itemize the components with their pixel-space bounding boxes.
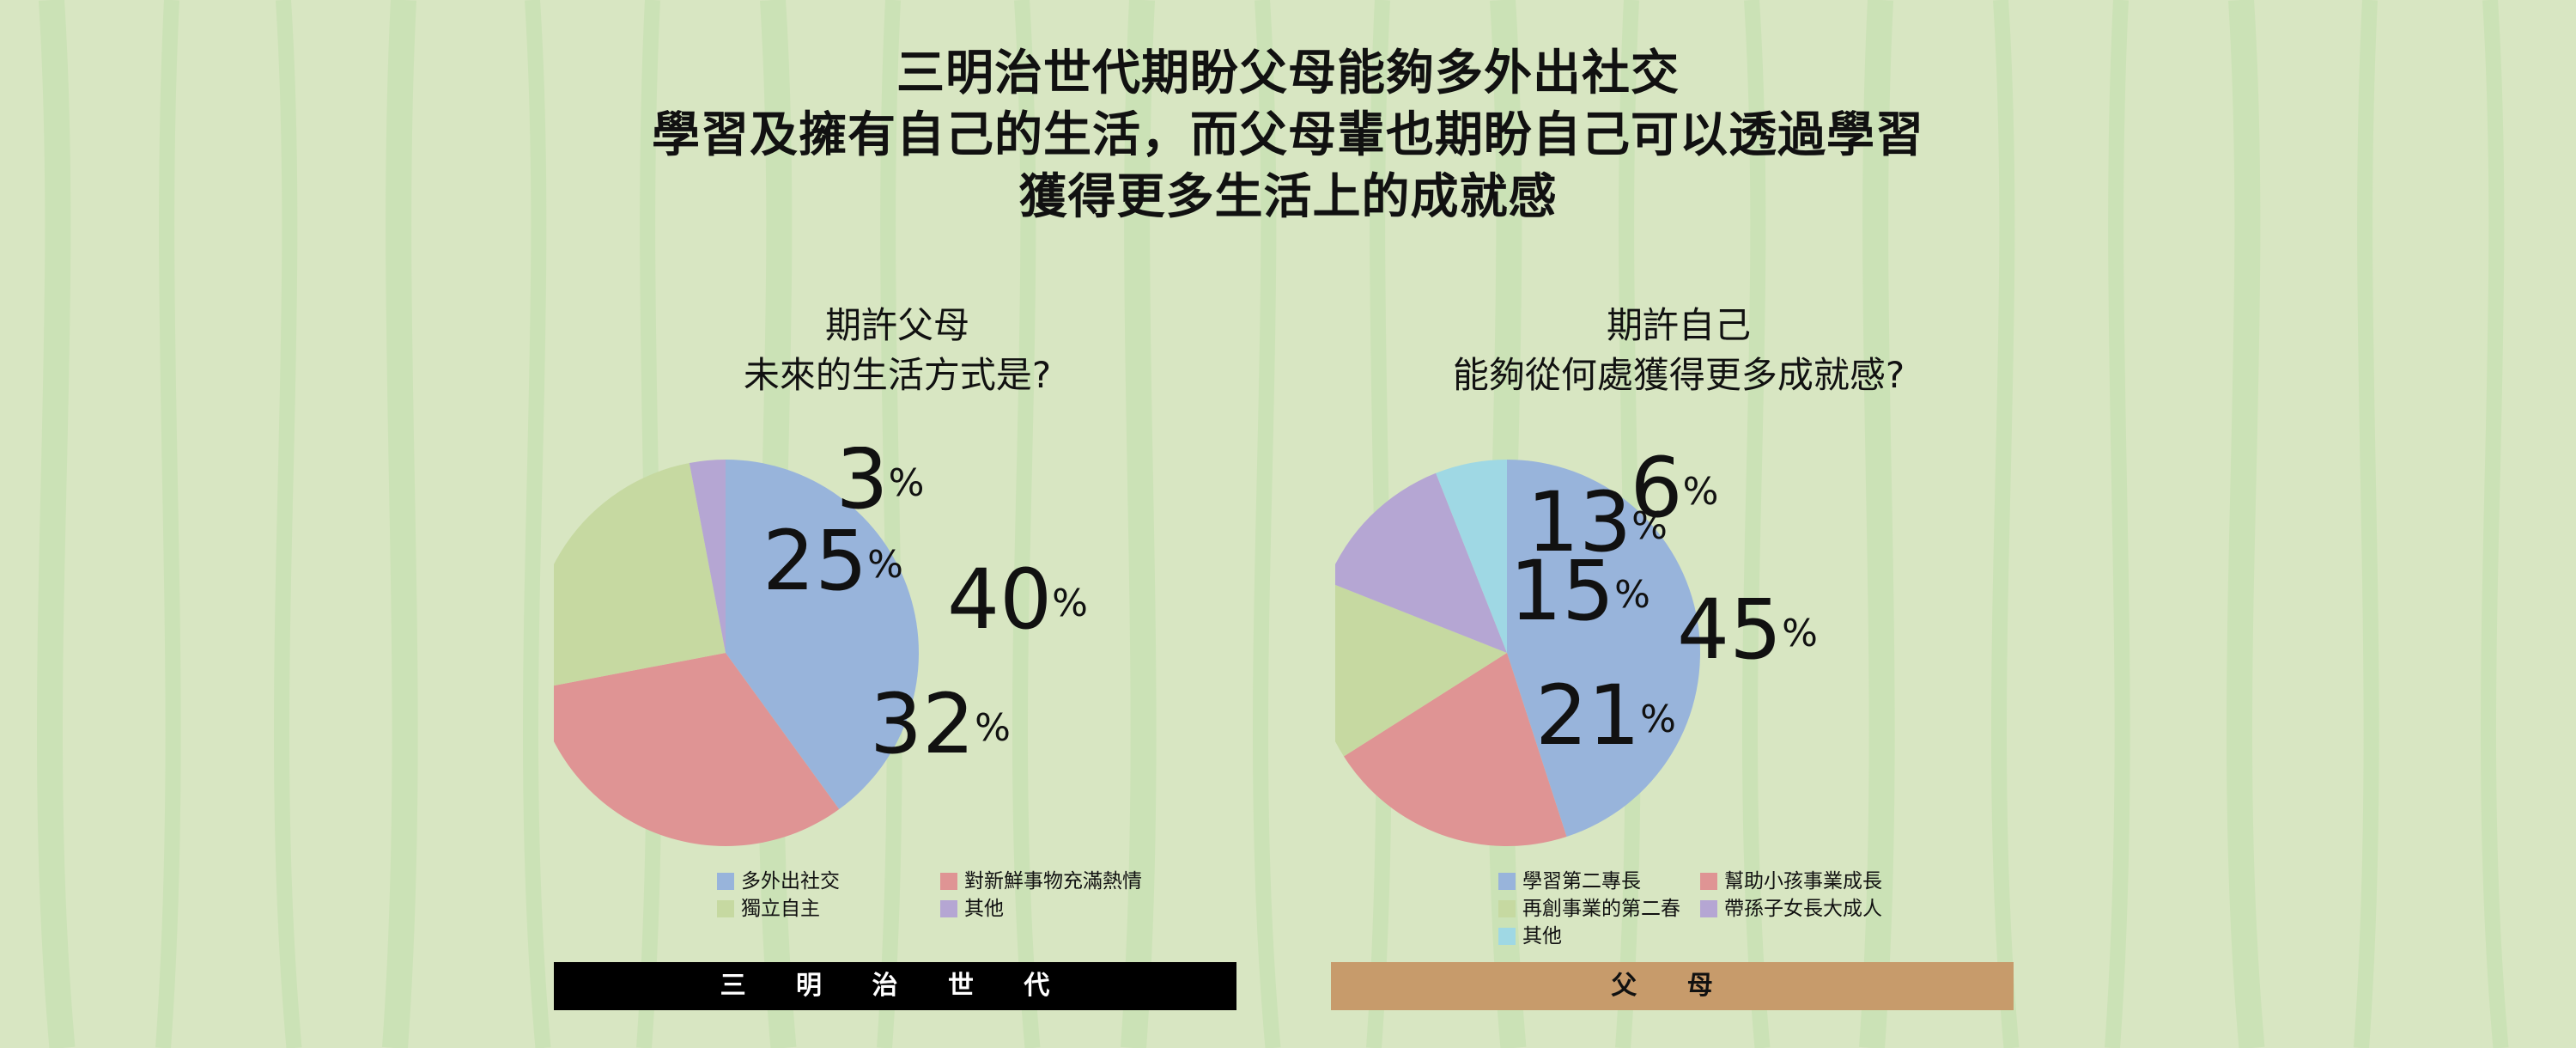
pie-slice [1335, 584, 1507, 757]
legend-swatch [940, 873, 957, 890]
pie-data-label: 3% [836, 447, 925, 527]
chart-title: 期許父母 未來的生活方式是? [554, 301, 1241, 400]
background-stripe [382, 0, 418, 1048]
legend-swatch [940, 900, 957, 917]
background-stripe [1012, 0, 1041, 1048]
legend-label: 獨立自主 [741, 898, 820, 920]
background-stripe [2226, 0, 2265, 1048]
pie-data-label: 25% [762, 513, 903, 609]
pie-chart: 45%21% 15%13%6% [1335, 447, 1818, 846]
chart-title: 期許自己 能夠從何處獲得更多成就感? [1335, 301, 2022, 400]
pie-data-label: 45% [1677, 582, 1818, 678]
chart-legend: 多外出社交 對新鮮事物充滿熱情獨立自主 其他 [717, 868, 1163, 923]
background-stripe [1121, 0, 1157, 1048]
pie-slice [1335, 472, 1507, 653]
legend-item: 再創事業的第二春 [1498, 895, 1700, 923]
generation-label-bar: 父 母 [1331, 962, 2014, 1010]
legend-swatch [717, 873, 734, 890]
generation-label-bar: 三 明 治 世 代 [554, 962, 1236, 1010]
legend-label: 多外出社交 [741, 870, 840, 893]
legend-label: 學習第二專長 [1522, 870, 1641, 893]
chart-title-line-2: 能夠從何處獲得更多成就感? [1452, 354, 1905, 396]
legend-item: 多外出社交 [717, 868, 940, 895]
chart-panel-sandwich-generation: 期許父母 未來的生活方式是? 40% 32% 25% 3% 多外出社交 對新鮮事物充滿熱… [554, 301, 1241, 1014]
pie-slice [554, 462, 726, 686]
legend-swatch [1700, 873, 1717, 890]
background-stripe [2480, 0, 2509, 1048]
pie-slice [726, 460, 919, 810]
chart-legend: 學習第二專長 幫助小孩事業成長再創事業的第二春 帶孫子女長大成人其他 [1498, 868, 1945, 950]
pie-data-label: 32% [870, 676, 1011, 772]
legend-item: 幫助小孩事業成長 [1700, 868, 1906, 895]
legend-label: 對新鮮事物充滿熱情 [964, 870, 1142, 893]
legend-item: 其他 [940, 895, 1163, 923]
title-line-3: 獲得更多生活上的成就感 [1018, 169, 1558, 225]
pie-data-label: 21% [1535, 667, 1676, 764]
background-stripe [1990, 0, 2020, 1048]
main-title: 三明治世代期盼父母能夠多外出社交 學習及擁有自己的生活，而父母輩也期盼自己可以透… [0, 43, 2576, 228]
pie-slice [1436, 460, 1507, 653]
legend-swatch [717, 900, 734, 917]
background-stripe [2354, 0, 2379, 1048]
legend-label: 帶孫子女長大成人 [1724, 898, 1882, 920]
background-stripe [1859, 0, 1895, 1048]
chart-title-line-2: 未來的生活方式是? [743, 354, 1052, 396]
legend-item: 獨立自主 [717, 895, 940, 923]
pie-data-label: 15% [1510, 543, 1650, 639]
chart-title-line-1: 期許自己 [1606, 304, 1751, 346]
chart-title-line-1: 期許父母 [824, 304, 969, 346]
background-stripe [155, 0, 181, 1048]
background-stripe [522, 0, 551, 1048]
legend-item: 帶孫子女長大成人 [1700, 895, 1906, 923]
pie-slice [1507, 460, 1700, 837]
legend-label: 其他 [1522, 925, 1562, 947]
background-stripe [2105, 0, 2130, 1048]
legend-item: 其他 [1498, 923, 1700, 950]
background-stripe [273, 0, 302, 1048]
legend-swatch [1498, 900, 1516, 917]
legend-item: 對新鮮事物充滿熱情 [940, 868, 1163, 895]
chart-panel-parents: 期許自己 能夠從何處獲得更多成就感? 45% 21% 15% 13% 6% 學習第二專長… [1331, 301, 2022, 1014]
pie-data-label: 6% [1631, 447, 1719, 536]
pie-slice [689, 460, 726, 653]
pie-data-label: 40% [947, 551, 1088, 648]
legend-label: 其他 [964, 898, 1004, 920]
title-line-2: 學習及擁有自己的生活，而父母輩也期盼自己可以透過學習 [652, 107, 1924, 163]
pie-data-label: 13% [1527, 474, 1668, 570]
legend-label: 再創事業的第二春 [1522, 898, 1680, 920]
legend-label: 幫助小孩事業成長 [1724, 870, 1882, 893]
pie-chart: 40% 32% 25%3% [554, 447, 1088, 846]
legend-swatch [1498, 928, 1516, 945]
background-stripe [1741, 0, 1771, 1048]
pie-slice [1344, 653, 1567, 846]
pie-slice [554, 653, 840, 846]
legend-swatch [1498, 873, 1516, 890]
background-stripe [36, 0, 76, 1048]
legend-item: 學習第二專長 [1498, 868, 1700, 895]
legend-swatch [1700, 900, 1717, 917]
background-stripe [877, 0, 902, 1048]
background-stripe [1252, 0, 1281, 1048]
title-line-1: 三明治世代期盼父母能夠多外出社交 [896, 46, 1680, 101]
